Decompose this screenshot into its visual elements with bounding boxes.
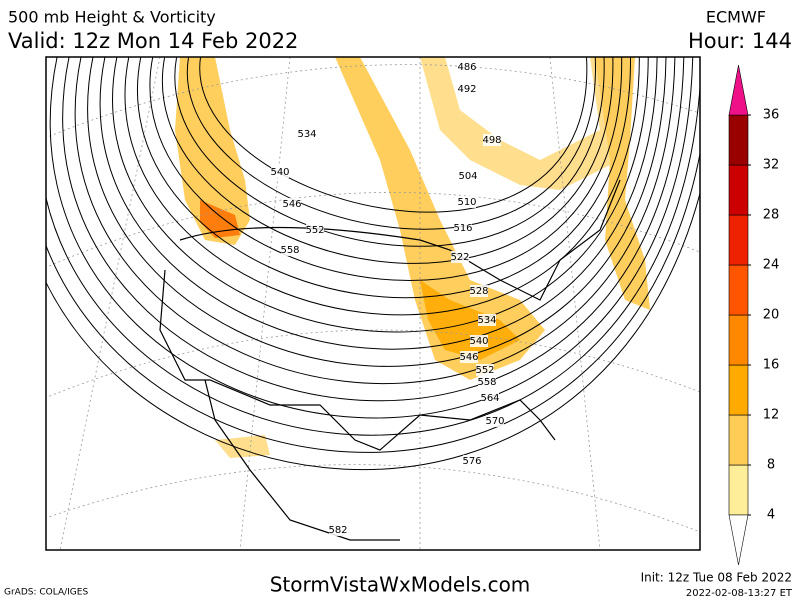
contour-label: 486: [457, 62, 476, 73]
contour-line: [137, 57, 631, 299]
contour-label: 558: [280, 245, 299, 256]
contour-label-bg: [460, 351, 478, 363]
colorbar-bin: [728, 214, 749, 266]
contour-label-bg: [298, 128, 316, 140]
contour-label: 504: [458, 171, 477, 182]
contour-label: 552: [475, 365, 494, 376]
contour-line: [62, 57, 685, 402]
contour-line: [174, 57, 605, 247]
credit: GrADS: COLA/IGES: [4, 588, 88, 598]
contour-line: [46, 80, 700, 436]
contour-label-bg: [271, 166, 289, 178]
contour-label-bg: [281, 244, 299, 256]
colorbar-bin: [728, 264, 749, 316]
init-time: Init: 12z Tue 08 Feb 2022: [641, 571, 792, 585]
contour-label-bg: [458, 196, 476, 208]
contour-label: 546: [282, 199, 301, 210]
contour-label: 564: [480, 393, 499, 404]
colorbar-tick-label: 36: [763, 108, 780, 123]
contour-label: 510: [457, 197, 476, 208]
contour-label-bg: [459, 170, 477, 182]
contour-label-bg: [481, 392, 499, 404]
colorbar-over: [728, 64, 749, 116]
contour-line: [124, 57, 640, 316]
contour-label-bg: [483, 134, 501, 146]
colorbar-tick-label: 4: [767, 508, 775, 523]
contour-label: 540: [270, 167, 289, 178]
contour-line: [161, 57, 614, 264]
contour-label-bg: [478, 314, 496, 326]
colorbar-tick-label: 16: [763, 358, 780, 373]
contour-label-bg: [463, 455, 481, 467]
forecast-hour: Hour: 144: [688, 29, 792, 53]
vort-mexico: [215, 435, 270, 458]
contour-label-bg: [470, 285, 488, 297]
contour-line: [87, 57, 667, 367]
contour-label: 522: [450, 252, 469, 263]
colorbar-bin: [728, 414, 749, 466]
map-title: 500 mb Height & Vorticity: [8, 8, 216, 27]
vort-east: [595, 57, 650, 310]
contour-line: [99, 57, 658, 350]
colorbar-tick-label: 20: [763, 308, 780, 323]
contour-line: [199, 57, 588, 213]
colorbar-tick-label: 24: [763, 258, 780, 273]
contour-label: 546: [459, 352, 478, 363]
colorbar-bin: [728, 314, 749, 366]
vort-west: [175, 57, 250, 245]
contour-label-bg: [451, 251, 469, 263]
colorbar-tick-label: 28: [763, 208, 780, 223]
colorbar: 4 8 12 16 20 24 28 32 36: [728, 64, 780, 566]
height-contours: [46, 57, 700, 471]
model-name: ECMWF: [706, 8, 766, 27]
map-panel: 4864924985045105165225285345405465525585…: [45, 56, 701, 551]
contour-line: [46, 190, 700, 471]
contour-label-bg: [486, 415, 504, 427]
contour-label: 540: [469, 336, 488, 347]
contour-label: 498: [482, 135, 501, 146]
contour-label-bg: [283, 198, 301, 210]
colorbar-tick-label: 32: [763, 158, 780, 173]
vort-west-core: [200, 200, 240, 238]
contour-label: 534: [477, 315, 496, 326]
contour-label: 516: [453, 223, 472, 234]
contour-label: 582: [328, 525, 347, 536]
contour-label: 552: [305, 225, 324, 236]
contour-label-bg: [454, 222, 472, 234]
contour-line: [112, 57, 649, 333]
colorbar-bin: [728, 114, 749, 166]
vort-trough-core: [420, 280, 520, 360]
contour-label-bg: [476, 364, 494, 376]
timestamp: 2022-02-08-13:27 ET: [686, 588, 793, 599]
contour-label-bg: [458, 83, 476, 95]
contour-label: 534: [297, 129, 316, 140]
contour-label-bg: [478, 376, 496, 388]
contour-line: [149, 57, 623, 281]
colorbar-tick-label: 8: [767, 458, 775, 473]
map-frame: [45, 56, 701, 551]
colorbar-under: [728, 514, 749, 566]
valid-time: Valid: 12z Mon 14 Feb 2022: [8, 29, 298, 53]
site: StormVistaWxModels.com: [270, 573, 531, 597]
contour-label: 492: [457, 84, 476, 95]
contour-label: 576: [462, 456, 481, 467]
graticule: [46, 57, 700, 550]
contour-line: [74, 57, 676, 385]
contour-label: 570: [485, 416, 504, 427]
contour-label: 558: [477, 377, 496, 388]
colorbar-bin: [728, 464, 749, 516]
contour-label-bg: [470, 335, 488, 347]
colorbar-bin: [728, 164, 749, 216]
colorbar-bin: [728, 364, 749, 416]
contour-label-bg: [306, 224, 324, 236]
colorbar-tick-label: 12: [763, 408, 780, 423]
contour-label-bg: [458, 61, 476, 73]
contour-line: [186, 57, 596, 230]
contour-line: [46, 149, 700, 453]
contour-label-bg: [329, 524, 347, 536]
contour-label: 528: [469, 286, 488, 297]
contour-line: [49, 57, 693, 419]
